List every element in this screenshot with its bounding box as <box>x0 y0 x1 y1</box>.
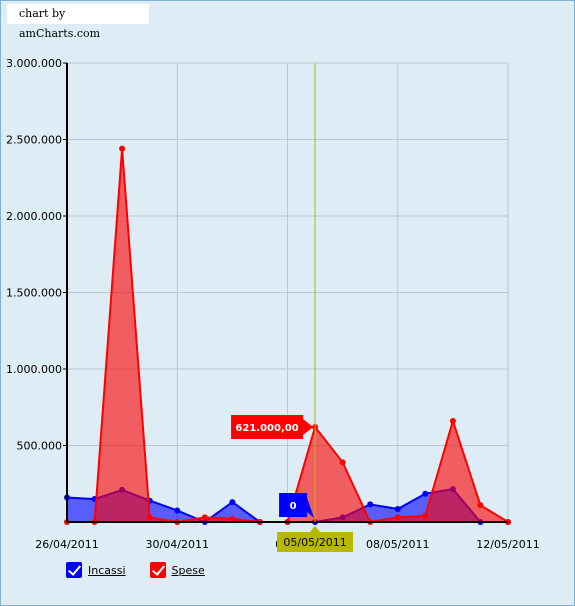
balloon-incassi <box>279 493 308 517</box>
x-tick-labels: 26/04/201130/04/201104/008/05/201112/05/… <box>35 538 539 551</box>
balloon-spese-pointer <box>303 418 314 435</box>
area-chart[interactable]: 3.000.000 2.500.000 2.000.000 1.500.000 1.00… <box>0 0 575 560</box>
data-point <box>477 502 484 509</box>
y-tick-label: 2.500.000 <box>6 134 62 147</box>
legend-item-spese[interactable]: Spese <box>149 562 205 578</box>
y-tick-label: 2.000.000 <box>6 210 62 223</box>
cursor-date-pointer <box>310 526 321 532</box>
balloon-incassi-label: 0 <box>290 501 297 512</box>
balloon-spese <box>231 414 304 439</box>
x-tick-label: 30/04/2011 <box>146 538 209 551</box>
y-tick-label: 1.000.000 <box>6 363 62 376</box>
balloon-incassi-pointer <box>307 498 315 518</box>
checkbox-icon[interactable] <box>149 562 166 578</box>
data-point <box>422 490 429 497</box>
data-point <box>174 507 181 514</box>
x-tick-label: 08/05/2011 <box>366 538 429 551</box>
chart-credit[interactable]: chart by amCharts.com <box>7 4 149 40</box>
series-area-spese <box>67 148 508 522</box>
data-point <box>119 145 126 152</box>
x-tick-label: 26/04/2011 <box>35 538 98 551</box>
legend-label: Incassi <box>88 563 126 577</box>
data-point <box>449 418 456 425</box>
y-tick-label: 3.000.000 <box>6 57 62 70</box>
data-point <box>201 514 208 521</box>
legend-label: Spese <box>171 563 205 577</box>
cursor-date-box <box>277 532 354 552</box>
data-point <box>367 501 374 508</box>
x-tick-label: 12/05/2011 <box>476 538 539 551</box>
y-tick-label: 1.500.000 <box>6 287 62 300</box>
chart-cursor: 05/05/2011 621.000,00 0 <box>231 63 354 552</box>
balloon-spese-label: 621.000,00 <box>235 423 298 434</box>
data-point <box>394 505 401 512</box>
data-point <box>394 514 401 521</box>
data-point <box>422 512 429 519</box>
legend: Incassi Spese <box>66 562 205 578</box>
y-tick-labels: 3.000.000 2.500.000 2.000.000 1.500.000 1.00… <box>6 57 67 453</box>
checkbox-icon[interactable] <box>66 562 82 578</box>
data-point <box>229 515 236 522</box>
y-tick-label: 500.000 <box>17 440 63 453</box>
data-point <box>229 499 236 506</box>
legend-item-incassi[interactable]: Incassi <box>66 562 126 578</box>
data-point <box>339 459 346 466</box>
series-area-incassi <box>67 489 508 522</box>
data-point <box>146 514 153 521</box>
cursor-date-label: 05/05/2011 <box>283 536 346 549</box>
